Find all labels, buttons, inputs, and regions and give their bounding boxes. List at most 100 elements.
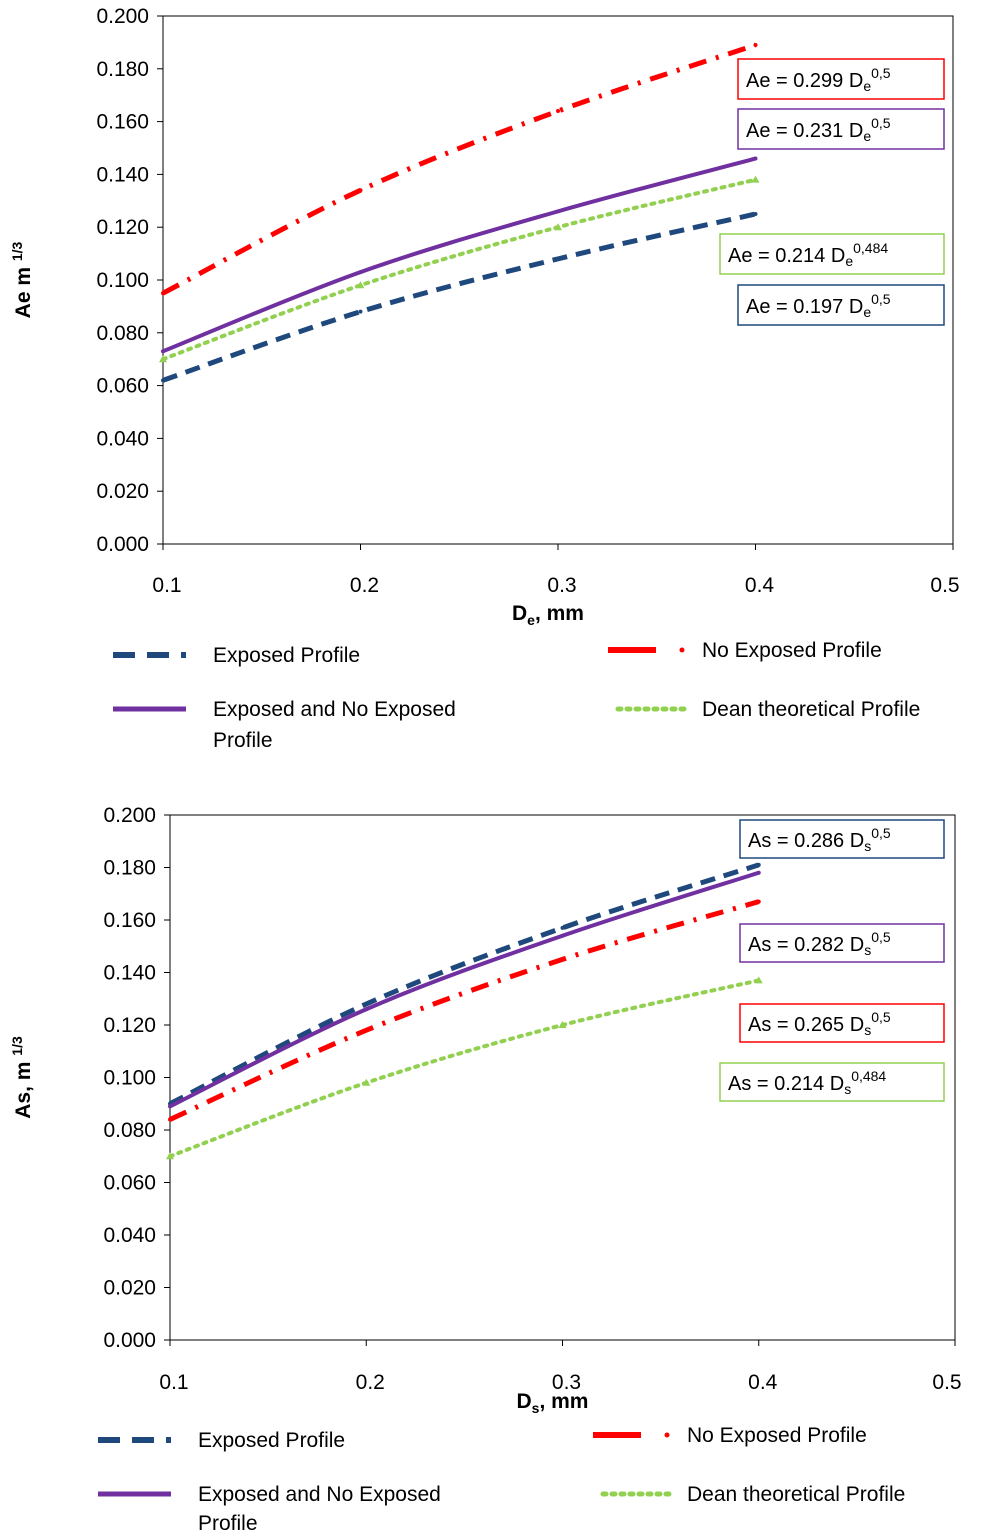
data-point-no_exposed — [756, 899, 761, 904]
y-tick-label: 0.160 — [96, 111, 149, 134]
series-line-exposed — [168, 862, 760, 1106]
data-point-no_exposed — [753, 43, 758, 48]
equation-box — [737, 108, 945, 150]
legend: Exposed Profile No Exposed Profile Exposed… — [98, 1424, 905, 1535]
y-axis-label: Ae m 1/3 — [9, 241, 35, 318]
data-point-no_exposed — [358, 188, 363, 193]
legend-label: Exposed and No Exposed — [213, 698, 456, 721]
data-point-no_exposed — [168, 1117, 172, 1122]
y-tick-label: 0.000 — [103, 1329, 156, 1352]
series-line-combined — [169, 870, 760, 1109]
x-tick-label: 0.4 — [748, 1371, 778, 1394]
y-tick-label: 0.120 — [103, 1014, 156, 1037]
data-point-dean — [751, 175, 760, 183]
y-tick-label: 0.020 — [96, 480, 149, 503]
data-point-no_exposed — [560, 957, 565, 962]
data-point-exposed — [560, 925, 565, 930]
y-axis-label: As, m 1/3 — [9, 1036, 35, 1119]
y-tick-label: 0.080 — [103, 1119, 156, 1142]
equation-box — [719, 1062, 945, 1102]
data-point-exposed — [358, 309, 363, 314]
data-point-dean — [558, 1021, 567, 1028]
equation-box — [739, 819, 945, 859]
legend-swatch-dot — [664, 1432, 670, 1438]
data-point-exposed — [556, 256, 560, 261]
y-tick-label: 0.180 — [103, 857, 156, 880]
legend-label-continued: Profile — [198, 1512, 258, 1535]
y-tick-label: 0.120 — [96, 216, 149, 239]
equation-label: As = 0.265 Ds0,5 — [748, 1009, 891, 1038]
series-line-dean — [161, 177, 758, 362]
x-tick-label: 0.2 — [356, 1371, 385, 1394]
equation-label: As = 0.286 Ds0,5 — [748, 825, 891, 854]
equation-box — [739, 923, 945, 963]
data-point-combined — [756, 870, 761, 875]
x-tick-label: 0.3 — [552, 1371, 581, 1394]
legend: Exposed Profile No Exposed Profile Exposed… — [113, 639, 920, 752]
data-point-combined — [358, 270, 363, 275]
chart-1: 0.000 0.020 0.040 0.060 0.080 0.100 0.120 0.140… — [9, 5, 960, 752]
x-tick-label: 0.4 — [745, 574, 775, 597]
series-line-dean — [168, 978, 761, 1159]
plot-area — [162, 15, 954, 545]
legend-label: Exposed and No Exposed — [198, 1483, 441, 1506]
x-tick-label: 0.5 — [930, 574, 959, 597]
data-point-dean — [356, 281, 365, 289]
legend-label: No Exposed Profile — [702, 639, 882, 662]
data-point-dean — [159, 355, 167, 363]
equation-box — [737, 284, 945, 326]
data-point-dean — [554, 223, 562, 231]
legend-label: Exposed Profile — [213, 644, 360, 667]
data-point-no_exposed — [556, 109, 560, 114]
y-tick-label: 0.200 — [96, 5, 149, 28]
legend-label: Dean theoretical Profile — [702, 698, 920, 721]
y-tick-label: 0.140 — [96, 163, 149, 186]
legend-label-continued: Profile — [213, 729, 273, 752]
x-axis-label: Ds, mm — [517, 1390, 589, 1416]
equation-box — [737, 58, 945, 100]
equation-label: As = 0.282 Ds0,5 — [748, 929, 891, 958]
equation-label: Ae = 0.231 De0,5 — [746, 115, 891, 144]
x-tick-label: 0.1 — [159, 1371, 188, 1394]
data-point-dean — [166, 1152, 174, 1160]
legend-label: No Exposed Profile — [687, 1424, 867, 1447]
data-point-no_exposed — [364, 1028, 369, 1033]
series-line-combined — [162, 156, 757, 354]
data-point-combined — [753, 156, 758, 161]
y-tick-label: 0.020 — [103, 1277, 156, 1300]
data-point-combined — [168, 1104, 172, 1109]
data-point-exposed — [756, 862, 761, 867]
y-tick-label: 0.000 — [96, 533, 149, 556]
y-tick-label: 0.200 — [103, 804, 156, 827]
x-tick-label: 0.3 — [547, 574, 576, 597]
x-tick-label: 0.2 — [350, 574, 379, 597]
y-tick-label: 0.100 — [96, 269, 149, 292]
legend-label: Exposed Profile — [198, 1429, 345, 1452]
y-tick-label: 0.140 — [103, 962, 156, 985]
y-tick-label: 0.180 — [96, 58, 149, 81]
data-point-combined — [161, 349, 165, 354]
equation-label: Ae = 0.214 De0,484 — [728, 240, 888, 269]
chart-2: 0.000 0.020 0.040 0.060 0.080 0.100 0.120 0.140… — [9, 804, 962, 1535]
y-tick-label: 0.040 — [96, 427, 149, 450]
data-point-combined — [560, 933, 565, 938]
equation-label: Ae = 0.299 De0,5 — [746, 65, 891, 94]
data-point-exposed — [161, 378, 165, 383]
y-tick-label: 0.080 — [96, 322, 149, 345]
series-line-no_exposed — [161, 42, 757, 296]
series-line-no_exposed — [168, 899, 760, 1122]
y-tick-label: 0.100 — [103, 1067, 156, 1090]
x-tick-label: 0.1 — [152, 574, 181, 597]
legend-swatch-dot — [679, 647, 685, 653]
equation-box — [739, 1003, 945, 1043]
data-point-combined — [364, 1007, 369, 1012]
data-point-exposed — [753, 212, 758, 216]
y-tick-label: 0.060 — [96, 375, 149, 398]
equation-box — [719, 233, 945, 275]
data-point-dean — [754, 976, 763, 984]
data-point-exposed — [364, 1002, 369, 1006]
data-point-combined — [556, 209, 560, 214]
equation-label: Ae = 0.197 De0,5 — [746, 291, 891, 320]
data-point-no_exposed — [161, 291, 165, 296]
